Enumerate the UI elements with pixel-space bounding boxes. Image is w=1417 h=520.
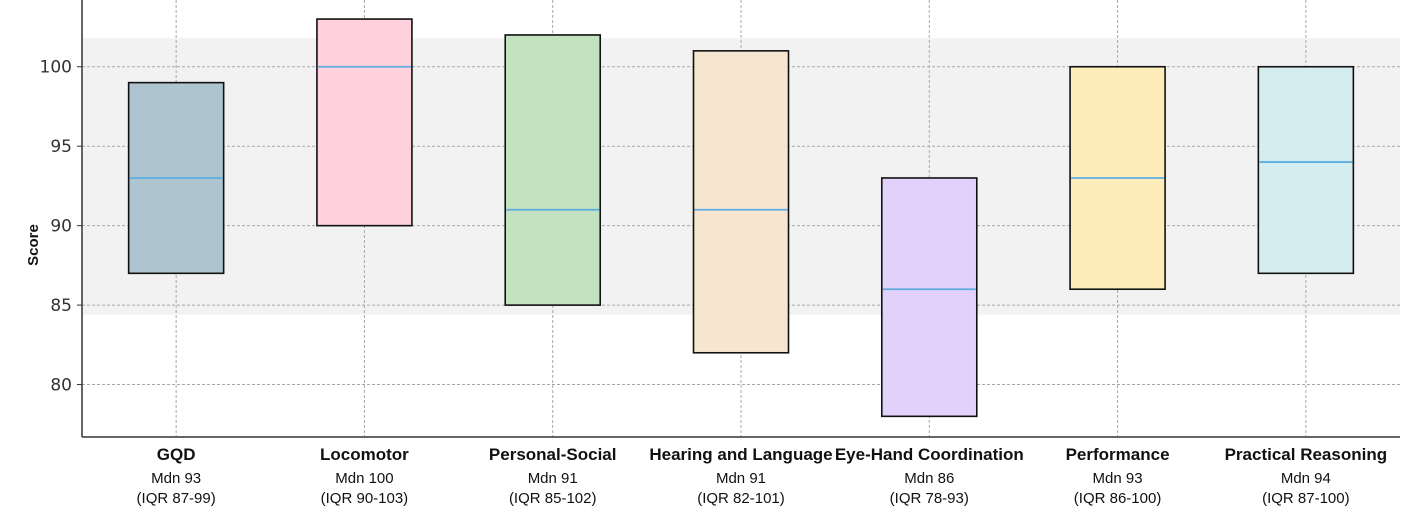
y-tick-label: 95 <box>50 137 72 157</box>
category-name: Eye-Hand Coordination <box>835 445 1024 464</box>
boxes <box>127 18 1355 418</box>
category-median: Mdn 91 <box>528 470 578 487</box>
y-tick-labels: 80 85 90 95 100 <box>40 58 82 396</box>
category-median: Mdn 86 <box>904 470 954 487</box>
category-median: Mdn 93 <box>1093 470 1143 487</box>
y-tick-label: 85 <box>50 296 72 316</box>
category-name: Personal-Social <box>489 445 617 464</box>
category-median: Mdn 100 <box>335 470 393 487</box>
category-name: Performance <box>1066 445 1170 464</box>
category-median: Mdn 94 <box>1281 470 1331 487</box>
category-iqr: (IQR 87-100) <box>1262 490 1350 507</box>
category-iqr: (IQR 78-93) <box>890 490 969 507</box>
category-iqr: (IQR 82-101) <box>697 490 785 507</box>
category-name: Hearing and Language <box>649 445 832 464</box>
category-name: GQD <box>157 445 196 464</box>
category-iqr: (IQR 85-102) <box>509 490 597 507</box>
y-tick-label: 80 <box>50 376 72 396</box>
category-name: Practical Reasoning <box>1225 445 1388 464</box>
box <box>316 18 413 227</box>
category-iqr: (IQR 86-100) <box>1074 490 1162 507</box>
box <box>880 177 978 418</box>
category-name: Locomotor <box>320 445 409 464</box>
box <box>1257 65 1355 275</box>
category-iqr: (IQR 90-103) <box>321 490 409 507</box>
y-tick-label: 90 <box>50 217 72 237</box>
y-tick-label: 100 <box>40 58 72 78</box>
box <box>692 50 790 354</box>
y-axis-label: Score <box>25 224 42 266</box>
category-median: Mdn 93 <box>151 470 201 487</box>
category-iqr: (IQR 87-99) <box>137 490 216 507</box>
x-category-labels: GQD Mdn 93 (IQR 87-99) Locomotor Mdn 100 (IQR… <box>137 445 1388 507</box>
category-median: Mdn 91 <box>716 470 766 487</box>
box <box>504 34 602 306</box>
axes <box>81 0 1400 438</box>
